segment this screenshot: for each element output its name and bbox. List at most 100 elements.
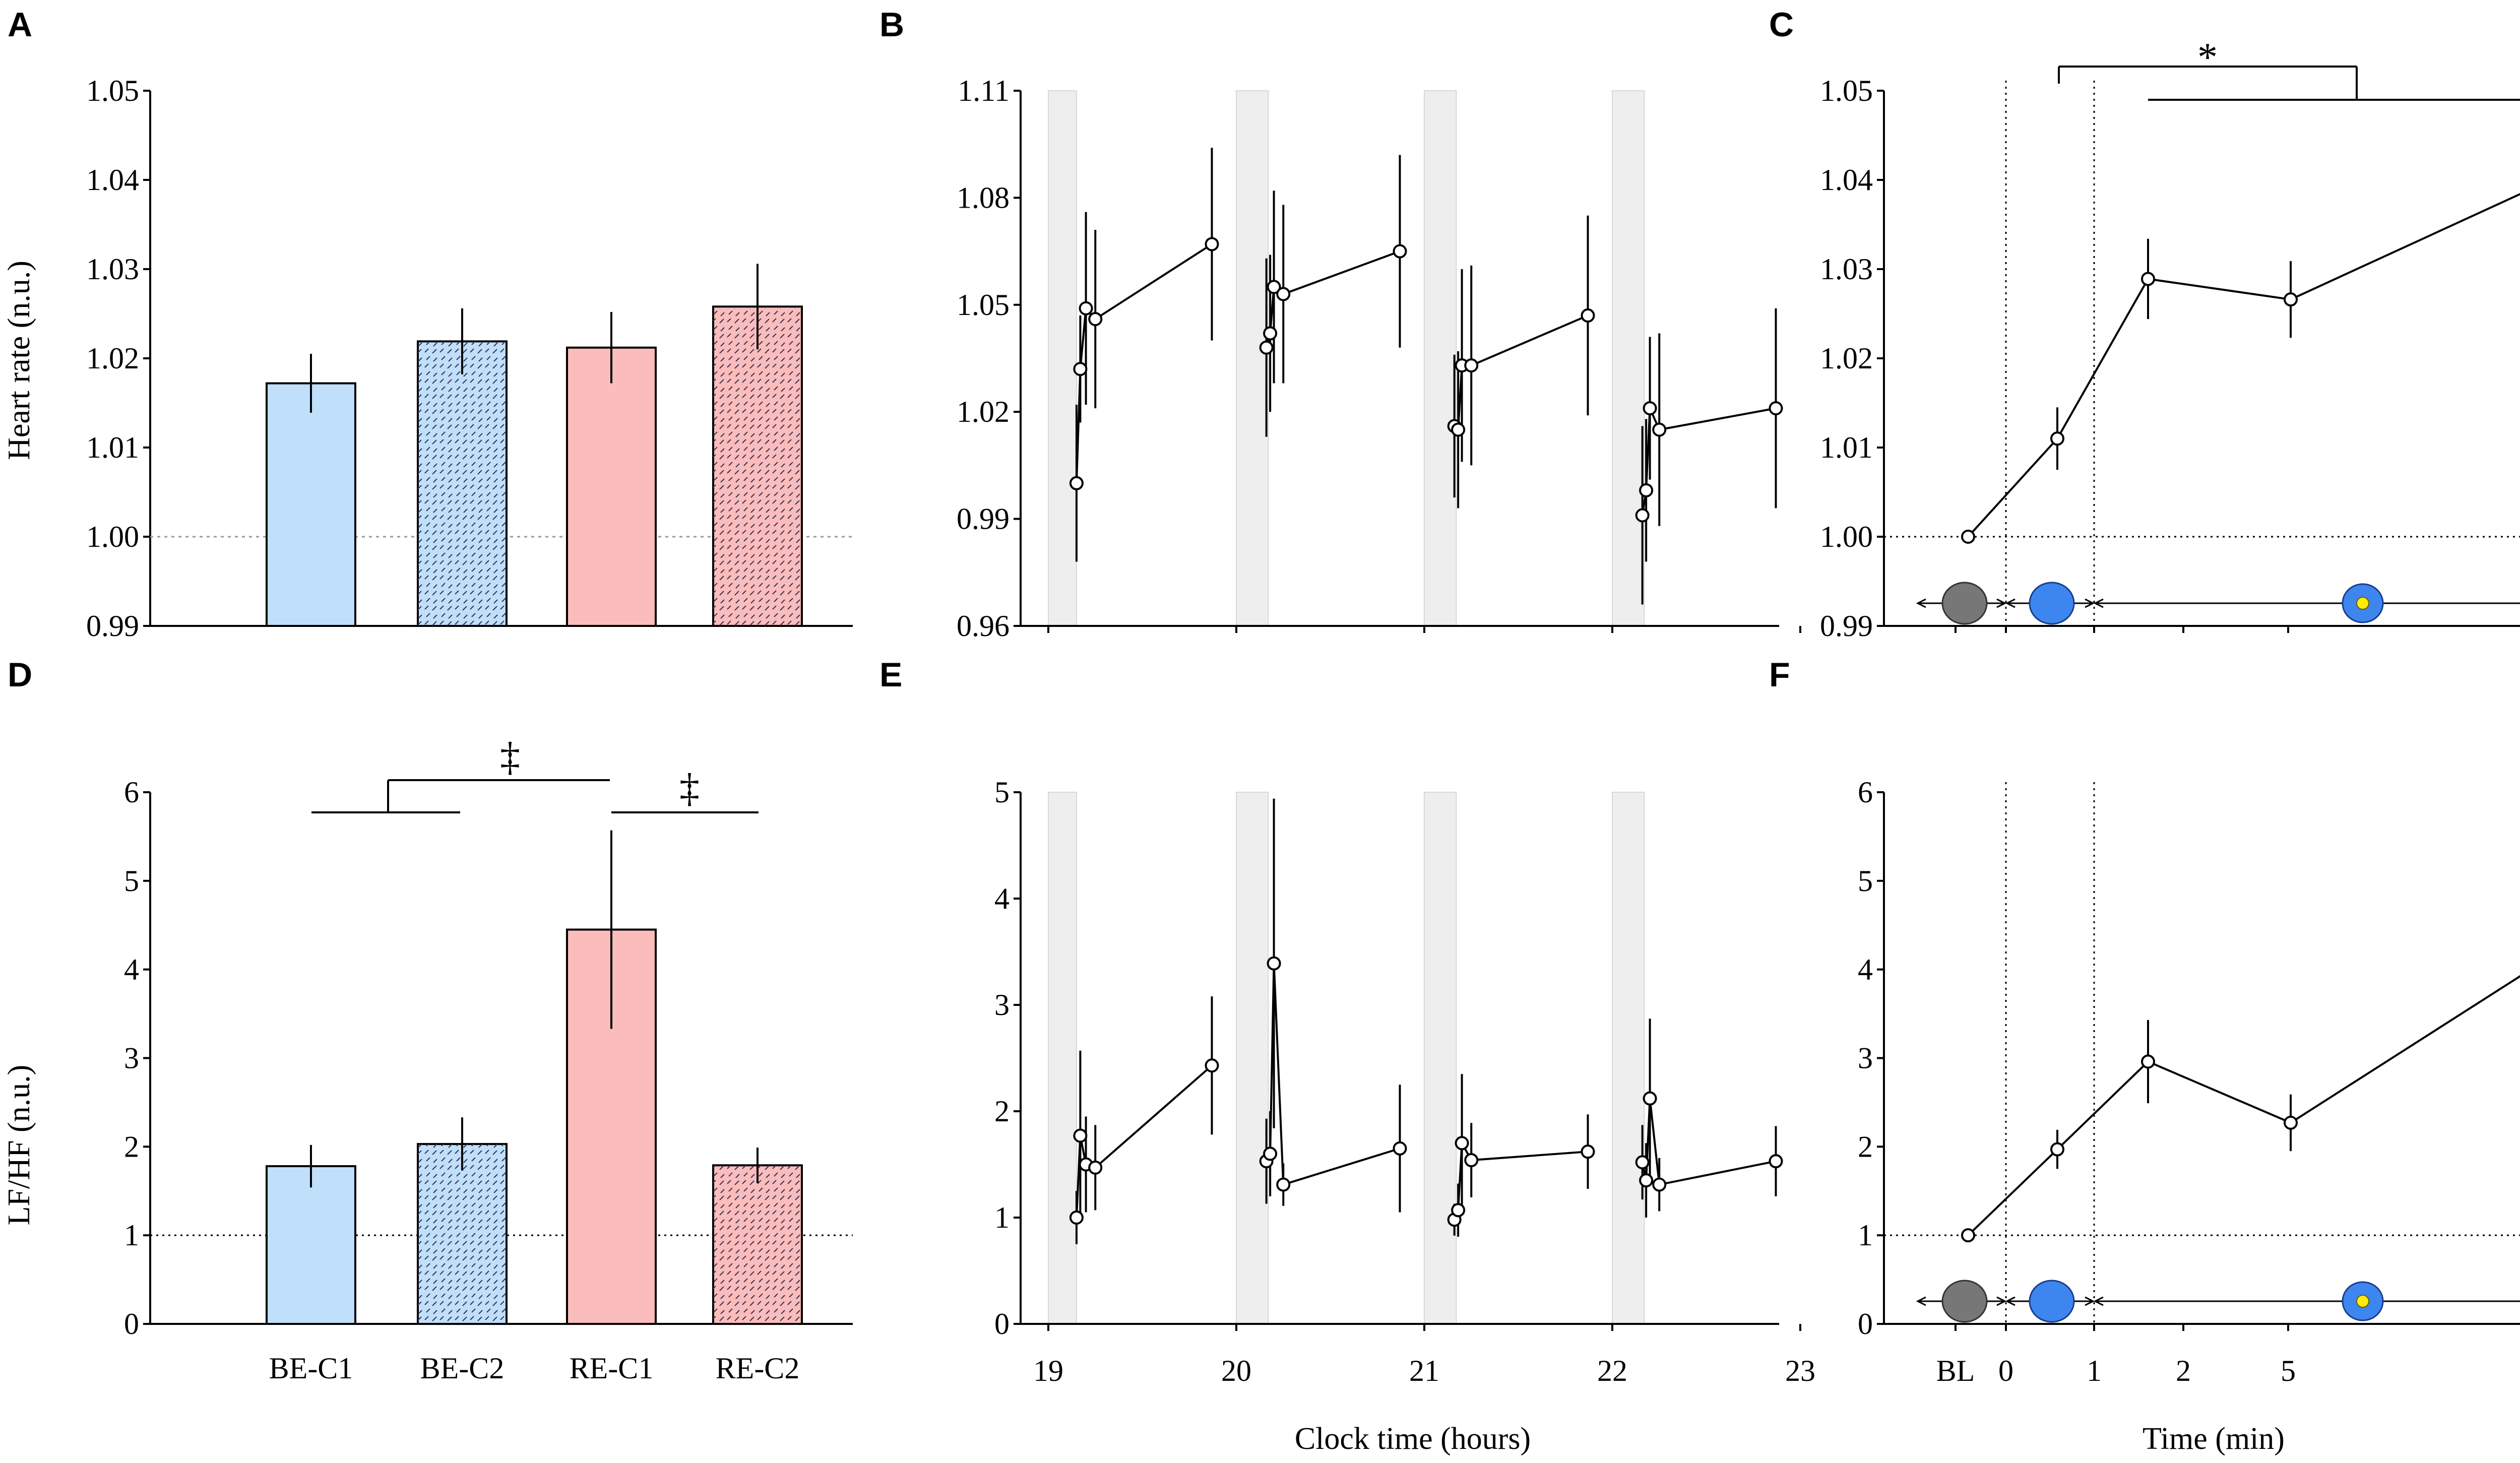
- x-tick-label-be-c1: BE-C1: [269, 1352, 353, 1385]
- recovery-dot-icon-c: [2356, 597, 2369, 610]
- panel-label-e: E: [879, 656, 902, 694]
- y-axis-title-heart-rate: Heart rate (n.u.): [2, 261, 36, 460]
- x-axis-title-clock-time: Clock time (hours): [1295, 1422, 1531, 1456]
- data-point-b: [1581, 308, 1595, 323]
- data-point-e: [1088, 1160, 1103, 1175]
- shaded-bands: [1048, 90, 1645, 1324]
- series-line-e-2: [1265, 963, 1401, 1186]
- arrowhead-c: [1996, 598, 2007, 608]
- y-tick-label-d: 2: [124, 1130, 139, 1163]
- data-point-c: [2050, 431, 2064, 446]
- y-tick-label-c: 1.00: [1820, 520, 1873, 553]
- y-tick-label-b: 1.02: [957, 395, 1010, 428]
- data-point-b: [1079, 301, 1093, 315]
- y-tick-label-d: 0: [124, 1307, 139, 1341]
- series-line-e-4: [1641, 1098, 1776, 1186]
- y-tick-label-e: 2: [994, 1095, 1010, 1128]
- y-tick-label-e: 4: [994, 882, 1010, 915]
- y-tick-label-c: 1.02: [1820, 342, 1873, 375]
- y-tick-label-a: 1.00: [86, 520, 139, 553]
- panel-label-d: D: [8, 656, 32, 694]
- shaded-band-e: [1048, 792, 1077, 1324]
- x-tick-label-e: 21: [1409, 1354, 1439, 1387]
- arrowhead-c: [2005, 598, 2015, 608]
- arrowhead-c: [1916, 598, 1926, 608]
- series-line-b-3: [1454, 314, 1589, 432]
- data-point-f: [2050, 1142, 2064, 1157]
- y-tick-label-e: 1: [994, 1201, 1010, 1234]
- series-line-e-1: [1075, 1064, 1213, 1218]
- data-point-e: [1267, 956, 1281, 971]
- panel-label-b: B: [879, 6, 904, 44]
- y-tick-label-a: 1.03: [86, 252, 139, 286]
- recovery-dot-icon-f: [2356, 1295, 2369, 1308]
- baseline-circle-icon-f: [1941, 1280, 1988, 1323]
- data-point-e: [1635, 1155, 1650, 1170]
- data-point-e: [1769, 1154, 1783, 1169]
- y-tick-label-d: 4: [124, 953, 139, 986]
- data-point-b: [1393, 244, 1407, 259]
- arrowhead-f: [2093, 1296, 2104, 1306]
- data-point-c: [1961, 530, 1975, 544]
- bar-d-be-c1: [266, 1165, 356, 1325]
- exposure-circle-icon-f: [2029, 1280, 2075, 1323]
- data-point-e: [1639, 1173, 1654, 1188]
- bar-hatch-a-re-c2: [713, 306, 802, 626]
- data-point-b: [1073, 362, 1088, 376]
- shaded-band-b: [1048, 90, 1077, 626]
- arrowhead-c: [2093, 598, 2104, 608]
- data-point-e: [1464, 1153, 1479, 1168]
- y-tick-label-e: 0: [994, 1307, 1010, 1341]
- arrowhead-f: [1916, 1296, 1926, 1306]
- data-point-b: [1769, 401, 1783, 416]
- data-point-b: [1267, 280, 1281, 294]
- data-point-b: [1464, 358, 1479, 373]
- panel-label-a: A: [8, 6, 32, 44]
- y-tick-label-f: 4: [1858, 953, 1873, 986]
- significance-star-c: *: [2197, 35, 2218, 80]
- arrowhead-f: [2085, 1296, 2095, 1306]
- x-tick-label-e: 23: [1785, 1354, 1815, 1387]
- y-tick-label-d: 5: [124, 864, 139, 898]
- y-tick-label-a: 1.02: [86, 342, 139, 375]
- y-tick-label-a: 1.05: [86, 74, 139, 107]
- bar-a-re-c1: [566, 346, 657, 627]
- chart-marks: 0.991.001.011.021.031.041.050123456BE-C1…: [86, 66, 2520, 1387]
- shaded-band-b: [1236, 90, 1269, 626]
- y-tick-label-d: 1: [124, 1219, 139, 1252]
- significance-dagger-d-left: ‡: [500, 735, 520, 779]
- data-point-e: [1263, 1147, 1278, 1161]
- panel-label-f: F: [1769, 656, 1790, 694]
- x-tick-label-f: 1: [2087, 1354, 2102, 1387]
- data-point-b: [1652, 422, 1667, 437]
- y-tick-label-c: 1.05: [1820, 74, 1873, 107]
- data-point-e: [1069, 1211, 1084, 1225]
- data-point-b: [1276, 287, 1291, 301]
- significance-dagger-d-right: ‡: [679, 766, 700, 810]
- bar-hatch-d-be-c2: [418, 1144, 507, 1324]
- data-point-e: [1581, 1144, 1595, 1159]
- x-tick-label-be-c2: BE-C2: [420, 1352, 505, 1385]
- series-line-b-1: [1075, 243, 1213, 483]
- y-tick-label-c: 1.03: [1820, 252, 1873, 286]
- y-tick-label-b: 1.11: [958, 74, 1010, 107]
- data-point-f: [2284, 1115, 2298, 1130]
- y-tick-label-d: 6: [124, 776, 139, 809]
- arrowhead-f: [1996, 1296, 2007, 1306]
- x-tick-label-re-c2: RE-C2: [716, 1352, 800, 1385]
- bar-hatch-a-be-c2: [418, 341, 507, 626]
- data-point-e: [1652, 1177, 1667, 1192]
- y-tick-label-b: 1.08: [957, 181, 1010, 214]
- data-point-b: [1088, 312, 1103, 327]
- y-tick-label-b: 1.05: [957, 288, 1010, 322]
- y-tick-label-b: 0.96: [957, 609, 1010, 643]
- arrowhead-c: [2085, 598, 2095, 608]
- bar-a-be-c1: [266, 382, 356, 627]
- data-point-e: [1393, 1141, 1407, 1156]
- data-point-f: [2141, 1054, 2155, 1069]
- y-tick-label-f: 6: [1858, 776, 1873, 809]
- data-point-e: [1073, 1128, 1088, 1143]
- y-tick-label-f: 1: [1858, 1219, 1873, 1252]
- y-axis-title-lfhf: LF/HF (n.u.): [2, 1065, 36, 1226]
- data-point-b: [1451, 422, 1466, 437]
